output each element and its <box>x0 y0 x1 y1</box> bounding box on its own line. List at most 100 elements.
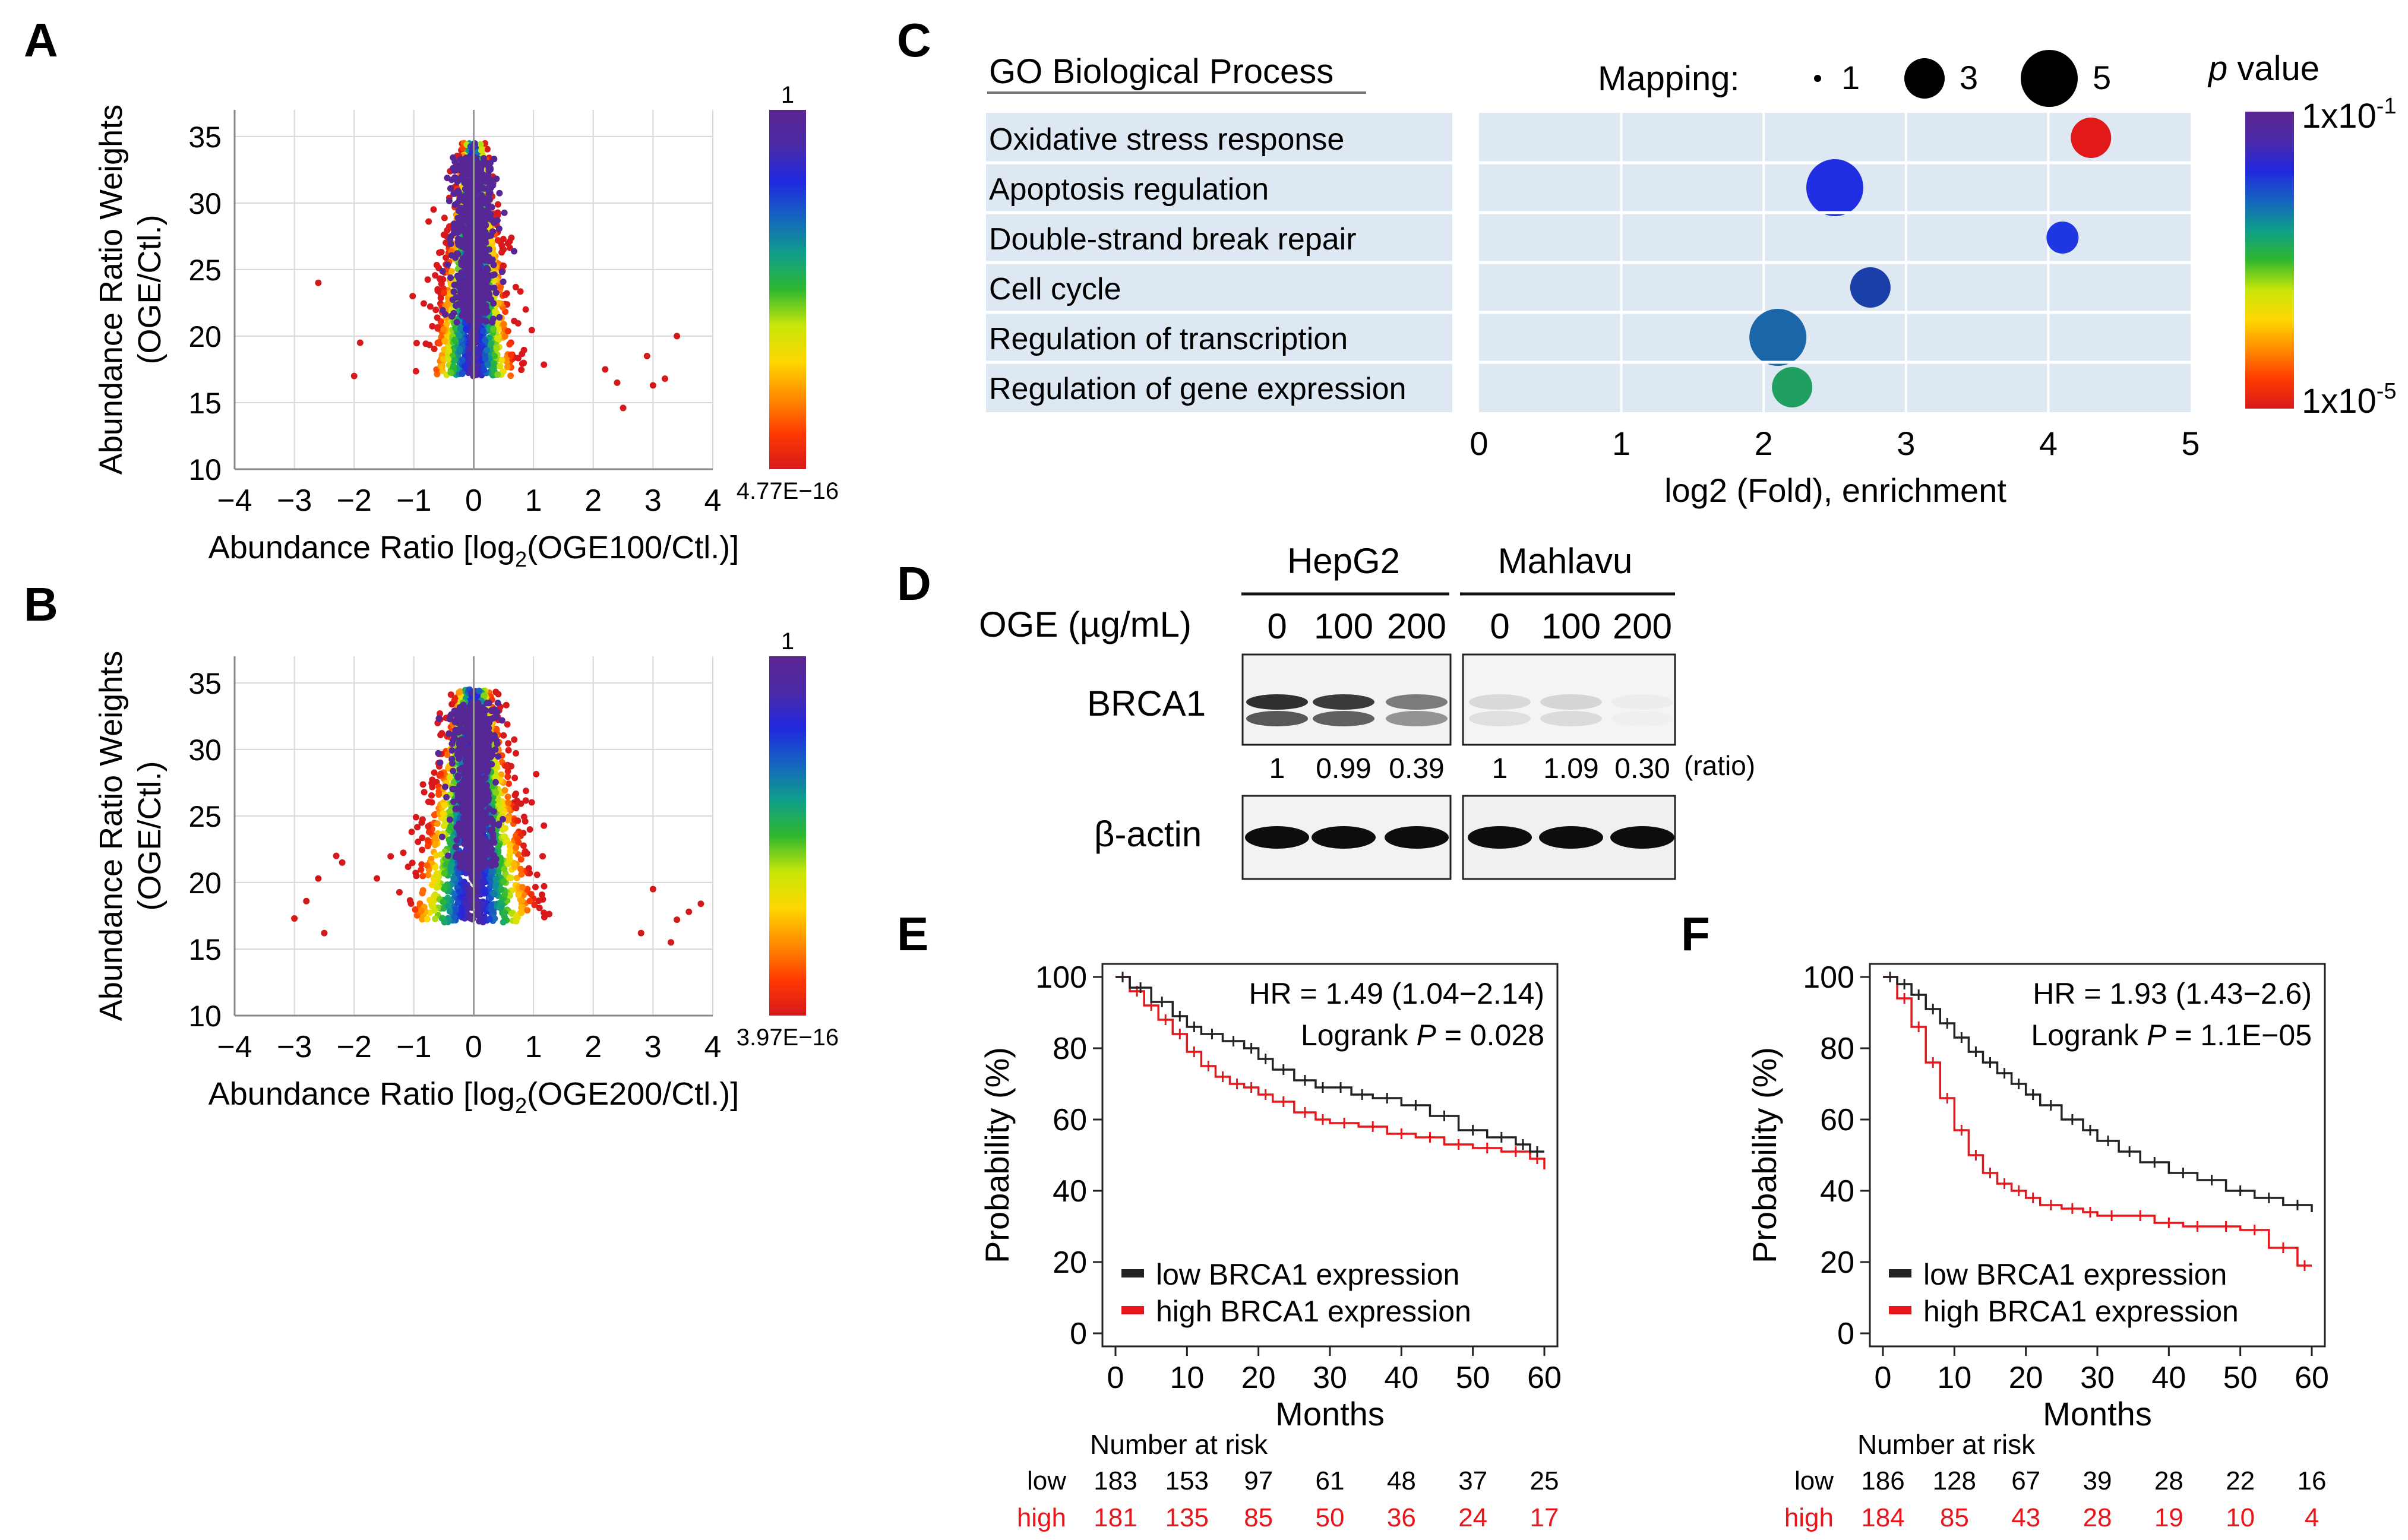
scatter-point <box>426 341 433 349</box>
scatter-point <box>456 888 463 895</box>
scatter-point <box>440 810 447 817</box>
scatter-point <box>463 160 470 167</box>
scatter-point <box>477 277 484 284</box>
scatter-point <box>419 887 426 894</box>
scatter-point-outlier <box>662 375 668 382</box>
scatter-point <box>440 326 447 333</box>
y-tick-label: 35 <box>188 121 222 154</box>
scatter-point <box>425 218 432 225</box>
scatter-point <box>495 325 502 333</box>
scatter-point <box>484 146 491 153</box>
scatter-points-a <box>315 140 681 412</box>
scatter-point <box>457 204 464 211</box>
scatter-point <box>474 362 481 369</box>
scatter-point <box>453 318 460 325</box>
x-tick-label: 1 <box>525 1030 542 1064</box>
scatter-point <box>498 717 505 724</box>
scatter-point-outlier <box>350 372 358 380</box>
scatter-point <box>492 714 500 721</box>
scatter-point <box>514 817 522 824</box>
panel-label-b: B <box>24 578 58 631</box>
x-tick-label: 3 <box>644 483 662 518</box>
colorbar-top-label: 1 <box>781 82 794 108</box>
scatter-point <box>463 325 470 333</box>
scatter-point <box>441 337 448 344</box>
y-tick-label: 20 <box>188 320 222 353</box>
scatter-point <box>425 823 432 830</box>
scatter-point <box>514 798 521 805</box>
scatter-point <box>441 919 448 926</box>
scatter-point <box>546 910 553 918</box>
y-tick-label: 15 <box>188 387 222 420</box>
scatter-point <box>454 899 462 906</box>
scatter-point <box>454 214 462 222</box>
scatter-point-outlier <box>602 366 609 373</box>
scatter-point <box>541 913 548 921</box>
scatter-point <box>456 332 463 339</box>
scatter-point <box>443 254 450 261</box>
scatter-point <box>441 823 448 830</box>
scatter-point <box>494 201 501 208</box>
panel-label-a: A <box>24 14 58 67</box>
scatter-point <box>471 141 478 148</box>
scatter-point <box>507 843 514 850</box>
scatter-point <box>503 701 510 709</box>
scatter-point <box>440 231 447 238</box>
scatter-point <box>430 206 437 213</box>
scatter-point <box>520 842 527 849</box>
scatter-point <box>504 327 511 334</box>
scatter-point <box>432 834 439 842</box>
scatter-point <box>474 175 481 182</box>
scatter-point <box>524 907 531 914</box>
scatter-point <box>515 891 522 899</box>
scatter-point <box>484 270 491 277</box>
scatter-point <box>441 802 448 809</box>
scatter-point-outlier <box>674 333 681 340</box>
scatter-point <box>484 361 491 368</box>
scatter-point <box>480 171 487 178</box>
scatter-point <box>466 303 473 310</box>
scatter-point <box>507 351 514 358</box>
scatter-point <box>387 853 394 860</box>
scatter-point <box>457 325 464 332</box>
scatter-point <box>513 918 520 925</box>
scatter-point <box>478 233 485 241</box>
scatter-point <box>440 289 447 296</box>
scatter-point <box>445 197 453 204</box>
scatter-point <box>526 826 533 833</box>
scatter-point <box>464 279 472 286</box>
scatter-point <box>498 771 505 778</box>
scatter-point <box>491 890 498 897</box>
scatter-point <box>448 861 455 868</box>
scatter-point <box>482 251 489 258</box>
scatter-point <box>488 340 495 347</box>
x-tick-label: −3 <box>277 483 312 518</box>
scatter-point <box>466 286 473 293</box>
scatter-point <box>471 243 478 250</box>
scatter-point <box>494 335 501 342</box>
scatter-point <box>520 346 527 353</box>
scatter-point <box>495 691 502 698</box>
scatter-point <box>425 871 432 878</box>
scatter-point-outlier <box>315 279 322 286</box>
scatter-point <box>522 306 529 313</box>
scatter-point <box>426 303 434 310</box>
scatter-point <box>459 356 466 363</box>
scatter-point <box>480 224 487 232</box>
scatter-point <box>518 366 525 374</box>
scatter-point <box>461 363 468 370</box>
scatter-point <box>454 772 462 779</box>
x-tick-label: 1 <box>525 483 542 518</box>
scatter-point <box>429 780 437 787</box>
scatter-point <box>490 325 497 333</box>
x-tick-label: 0 <box>465 483 482 518</box>
x-tick-label: 2 <box>584 483 602 518</box>
scatter-point <box>481 886 488 893</box>
scatter-point <box>444 894 451 902</box>
scatter-point <box>486 284 493 292</box>
scatter-point <box>414 824 421 831</box>
scatter-point <box>479 878 486 886</box>
y-tick-label: 25 <box>188 800 222 833</box>
scatter-point <box>501 209 508 216</box>
y-axis-label-line1: Abundance Ratio Weights <box>93 105 129 475</box>
